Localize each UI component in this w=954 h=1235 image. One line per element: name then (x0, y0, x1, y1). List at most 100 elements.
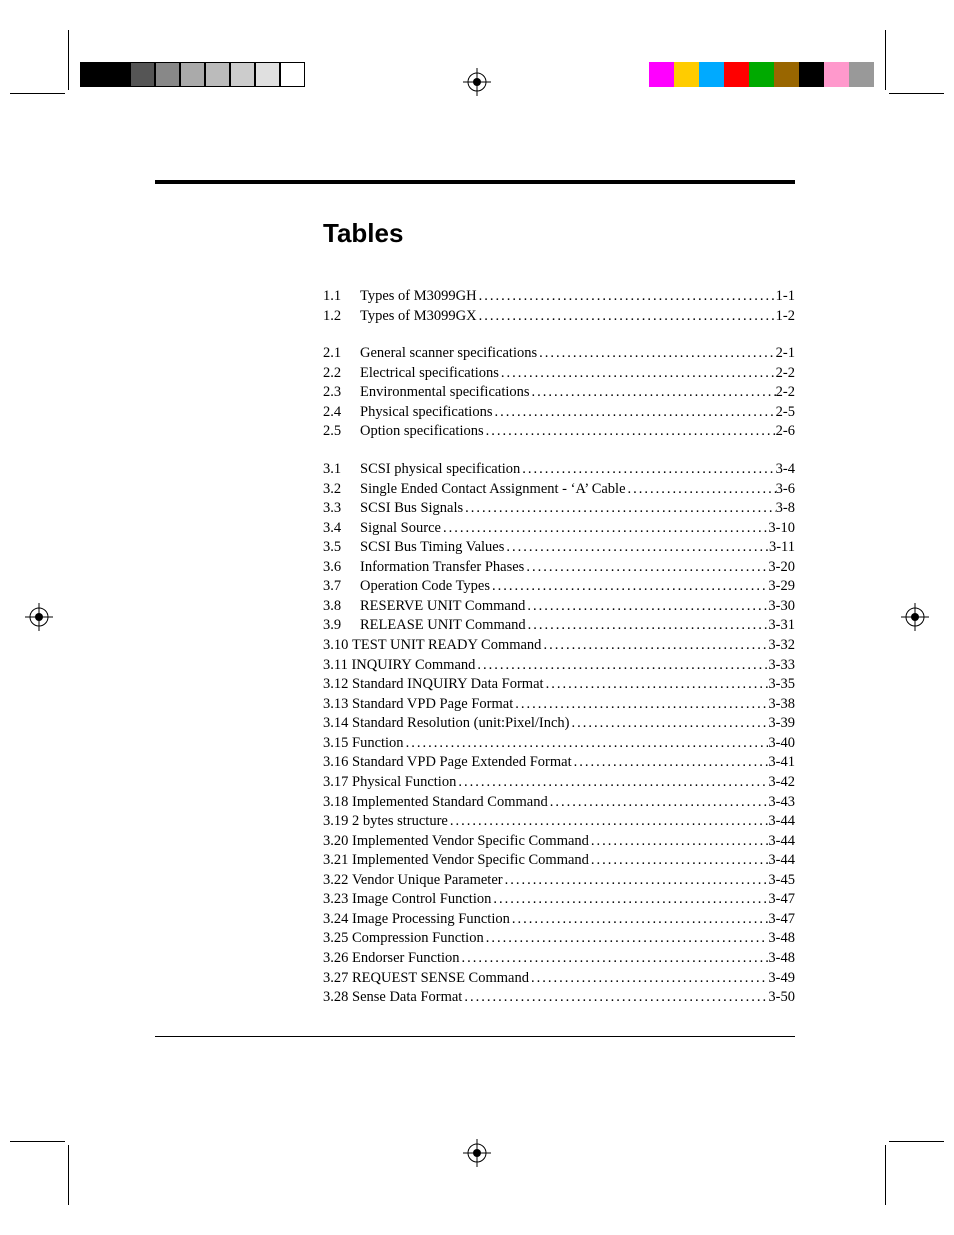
toc-page: 3-40 (768, 734, 795, 754)
color-swatch (205, 62, 230, 87)
toc-entry: 3.14 Standard Resolution (unit:Pixel/Inc… (323, 714, 795, 734)
toc-number: 3.11 (323, 656, 351, 676)
toc-number: 3.13 (323, 695, 352, 715)
toc-leader-dots: ........................................… (456, 773, 768, 793)
toc-number: 3.1 (323, 460, 360, 480)
toc-entry: 3.28 Sense Data Format..................… (323, 988, 795, 1008)
toc-leader-dots: ........................................… (524, 558, 768, 578)
toc-entry: 3.12 Standard INQUIRY Data Format.......… (323, 675, 795, 695)
toc-number: 3.25 (323, 929, 352, 949)
toc-leader-dots: ........................................… (572, 753, 769, 773)
toc-number: 3.5 (323, 538, 360, 558)
toc-leader-dots: ........................................… (537, 344, 776, 364)
color-swatch (824, 62, 849, 87)
toc-entry: 2.3Environmental specifications.........… (323, 383, 795, 403)
toc-leader-dots: ........................................… (441, 519, 768, 539)
toc-page: 3-44 (768, 812, 795, 832)
color-swatch (180, 62, 205, 87)
toc-page: 3-11 (769, 538, 795, 558)
toc-page: 3-33 (768, 656, 795, 676)
toc-page: 3-45 (768, 871, 795, 891)
color-swatch (674, 62, 699, 87)
toc-page: 2-2 (776, 383, 795, 403)
toc-entry: 3.16 Standard VPD Page Extended Format..… (323, 753, 795, 773)
toc-entry: 3.8RESERVE UNIT Command.................… (323, 597, 795, 617)
toc-leader-dots: ........................................… (548, 793, 769, 813)
color-swatch (749, 62, 774, 87)
toc-leader-dots: ........................................… (503, 871, 769, 891)
toc-number: 3.21 (323, 851, 352, 871)
toc-label: Standard VPD Page Format (352, 695, 513, 715)
toc-entry: 3.27 REQUEST SENSE Command..............… (323, 969, 795, 989)
toc-label: Image Control Function (352, 890, 491, 910)
toc-page: 3-29 (768, 577, 795, 597)
toc-number: 3.6 (323, 558, 360, 578)
toc-group: 2.1General scanner specifications.......… (323, 344, 795, 442)
toc-number: 3.2 (323, 480, 360, 500)
toc-number: 3.8 (323, 597, 360, 617)
toc-number: 3.14 (323, 714, 352, 734)
toc-entry: 3.17 Physical Function..................… (323, 773, 795, 793)
toc-page: 3-10 (768, 519, 795, 539)
toc-leader-dots: ........................................… (541, 636, 768, 656)
toc-page: 3-32 (768, 636, 795, 656)
toc-page: 3-50 (768, 988, 795, 1008)
color-swatch (80, 62, 105, 87)
toc-number: 3.19 (323, 812, 352, 832)
toc-number: 3.28 (323, 988, 352, 1008)
toc-label: INQUIRY Command (351, 656, 475, 676)
toc-entry: 1.2Types of M3099GX.....................… (323, 307, 795, 327)
color-bars-left (80, 62, 305, 87)
toc-leader-dots: ........................................… (520, 460, 775, 480)
color-swatch (699, 62, 724, 87)
toc-entry: 2.4Physical specifications..............… (323, 403, 795, 423)
toc-number: 3.15 (323, 734, 352, 754)
toc-leader-dots: ........................................… (526, 616, 769, 636)
toc-leader-dots: ........................................… (504, 538, 769, 558)
toc-entry: 2.2Electrical specifications............… (323, 364, 795, 384)
toc-page: 3-49 (768, 969, 795, 989)
toc-entry: 3.6Information Transfer Phases..........… (323, 558, 795, 578)
toc-entry: 3.11 INQUIRY Command....................… (323, 656, 795, 676)
toc-leader-dots: ........................................… (626, 480, 776, 500)
toc-number: 2.1 (323, 344, 360, 364)
registration-mark-icon (463, 1139, 491, 1167)
toc-group: 3.1SCSI physical specification..........… (323, 460, 795, 1008)
toc-leader-dots: ........................................… (484, 422, 776, 442)
toc-page: 3-8 (776, 499, 795, 519)
table-of-contents: 1.1Types of M3099GH.....................… (323, 287, 795, 1008)
toc-number: 2.4 (323, 403, 360, 423)
toc-leader-dots: ........................................… (463, 499, 776, 519)
toc-leader-dots: ........................................… (462, 988, 768, 1008)
toc-leader-dots: ........................................… (477, 307, 776, 327)
color-swatch (230, 62, 255, 87)
color-swatch (724, 62, 749, 87)
page-content: Tables 1.1Types of M3099GH..............… (155, 180, 795, 1037)
toc-entry: 3.9RELEASE UNIT Command.................… (323, 616, 795, 636)
toc-page: 3-47 (768, 910, 795, 930)
toc-leader-dots: ........................................… (477, 287, 776, 307)
toc-number: 3.9 (323, 616, 360, 636)
toc-entry: 3.15 Function...........................… (323, 734, 795, 754)
toc-number: 3.12 (323, 675, 352, 695)
toc-leader-dots: ........................................… (530, 383, 776, 403)
toc-page: 3-30 (768, 597, 795, 617)
toc-entry: 3.4Signal Source........................… (323, 519, 795, 539)
toc-label: Implemented Standard Command (352, 793, 548, 813)
color-swatch (255, 62, 280, 87)
toc-label: RESERVE UNIT Command (360, 597, 525, 617)
toc-number: 2.3 (323, 383, 360, 403)
toc-number: 3.18 (323, 793, 352, 813)
toc-leader-dots: ........................................… (460, 949, 769, 969)
toc-page: 3-47 (768, 890, 795, 910)
registration-mark-icon (25, 603, 53, 631)
toc-entry: 3.21 Implemented Vendor Specific Command… (323, 851, 795, 871)
toc-label: Vendor Unique Parameter (352, 871, 503, 891)
toc-label: Compression Function (352, 929, 484, 949)
color-swatch (649, 62, 674, 87)
toc-number: 3.3 (323, 499, 360, 519)
toc-number: 1.2 (323, 307, 360, 327)
toc-entry: 3.10 TEST UNIT READY Command............… (323, 636, 795, 656)
toc-page: 3-44 (768, 851, 795, 871)
toc-entry: 3.19 2 bytes structure..................… (323, 812, 795, 832)
